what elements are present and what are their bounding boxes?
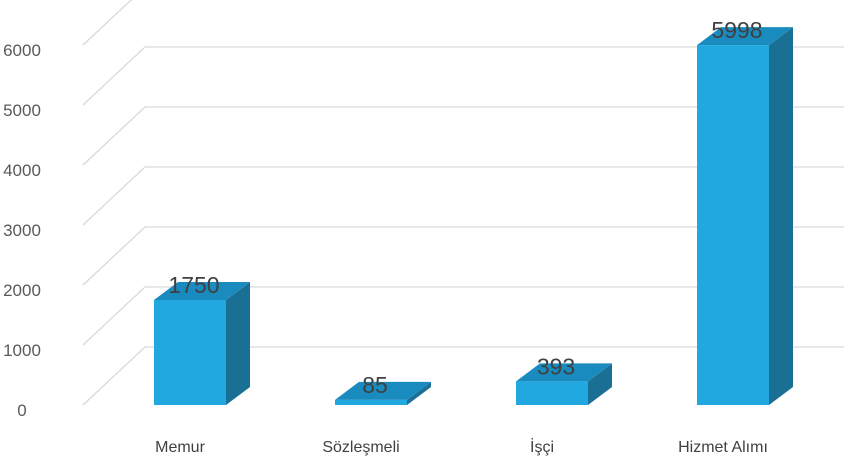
y-tick-label: 1000 (3, 341, 41, 360)
bar-front-face (516, 381, 588, 405)
gridline (82, 46, 844, 106)
bar-side-face (769, 27, 793, 406)
x-tick-label: İşçi (530, 437, 554, 456)
x-tick-label: Memur (155, 439, 205, 456)
gridline (82, 0, 133, 46)
x-axis-ticks: Memur Sözleşmeli İşçi Hizmet Alımı (155, 437, 768, 456)
bar-side-face (407, 381, 431, 405)
data-label: 85 (362, 372, 388, 398)
data-label: 5998 (711, 17, 762, 43)
bar-top-face (335, 381, 431, 400)
y-tick-label: 6000 (3, 41, 41, 60)
bar (516, 363, 612, 405)
x-tick-label: Hizmet Alımı (678, 439, 768, 456)
gridline (82, 346, 844, 406)
y-tick-label: 2000 (3, 281, 41, 300)
x-tick-label: Sözleşmeli (322, 439, 399, 456)
y-tick-label: 3000 (3, 221, 41, 240)
data-label: 1750 (168, 272, 219, 298)
gridline (82, 226, 844, 286)
gridlines (82, 0, 844, 406)
gridline (82, 286, 844, 346)
data-labels: 1750 85 393 5998 (168, 17, 762, 398)
bars (154, 27, 793, 406)
bar-side-face (226, 282, 250, 405)
bar-front-face (335, 399, 407, 405)
y-axis-ticks: 0 1000 2000 3000 4000 5000 6000 (3, 41, 41, 420)
bar-top-face (697, 27, 793, 46)
bar-front-face (154, 300, 226, 405)
y-tick-label: 4000 (3, 161, 41, 180)
gridline (82, 166, 844, 226)
bar-front-face (697, 45, 769, 406)
y-tick-label: 0 (17, 401, 26, 420)
bar-side-face (588, 363, 612, 405)
bar-top-face (154, 282, 250, 300)
bar (697, 27, 793, 406)
bar (154, 282, 250, 405)
y-tick-label: 5000 (3, 101, 41, 120)
bar-top-face (516, 363, 612, 382)
bar (335, 381, 431, 405)
data-label: 393 (537, 353, 575, 379)
gridline (82, 106, 844, 166)
